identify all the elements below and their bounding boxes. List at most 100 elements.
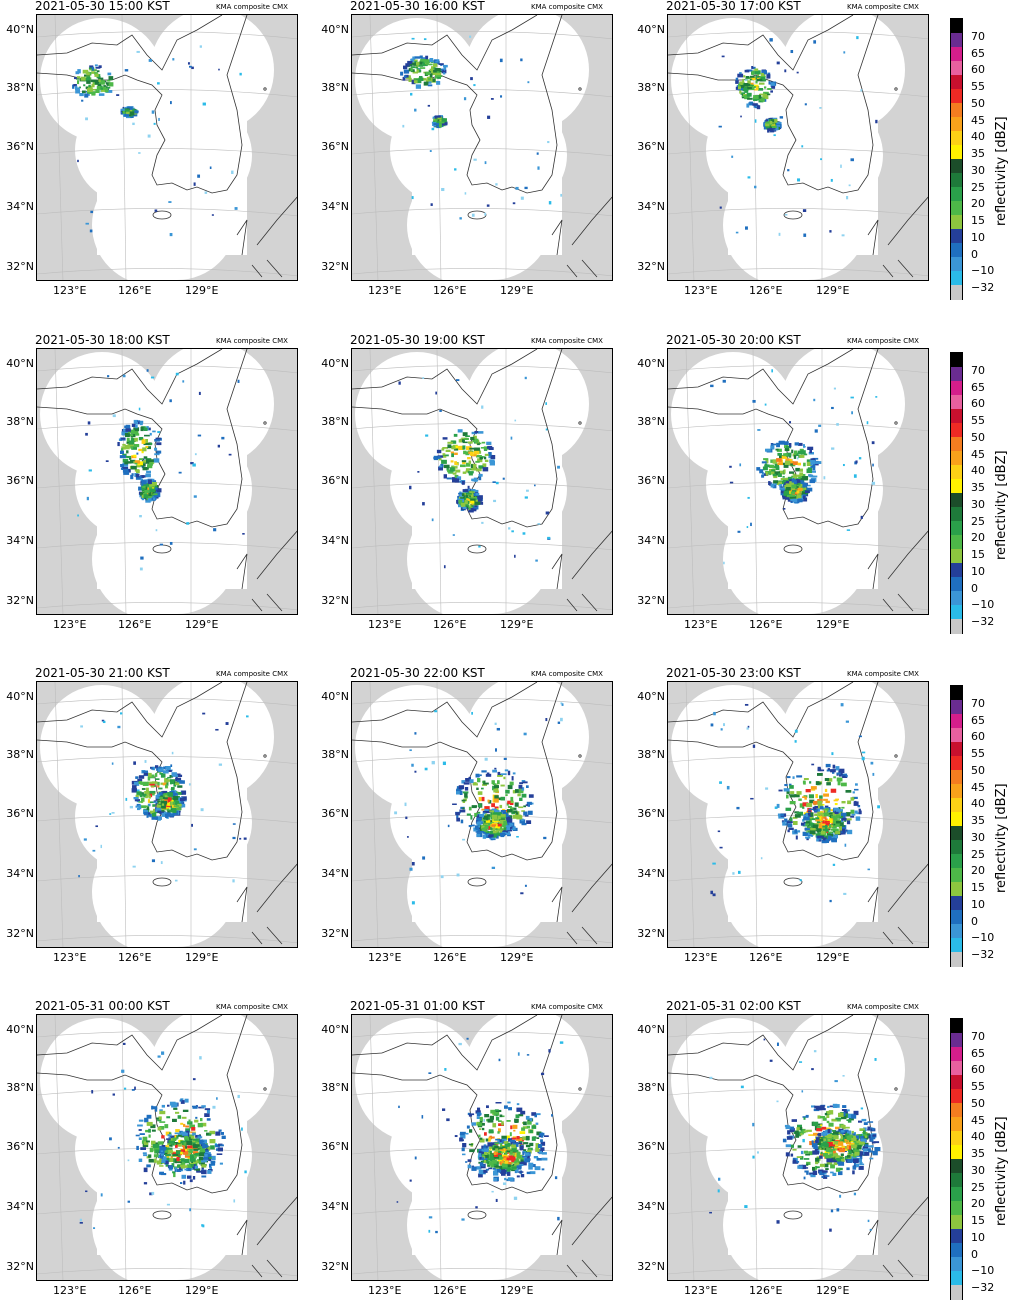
radar-echoes: [718, 36, 878, 237]
panel-source-label: KMA composite CMX: [531, 337, 603, 345]
colorbar-tick-label: −32: [971, 615, 995, 629]
colorbar-tick-label: 45: [971, 447, 985, 461]
colorbar-label: reflectivity [dBZ]: [994, 1116, 1009, 1226]
colorbar-label: reflectivity [dBZ]: [994, 450, 1009, 560]
radar-map: [352, 15, 612, 280]
latitude-tick-label: 36°N: [321, 140, 349, 153]
colorbar-segment: [951, 910, 962, 925]
latitude-tick-label: 40°N: [6, 23, 34, 36]
colorbar-tick-label: 70: [971, 1029, 985, 1043]
latitude-tick-label: 32°N: [637, 260, 665, 273]
colorbar-segment: [951, 257, 962, 272]
coastline: [668, 15, 928, 278]
colorbar-segment: [951, 493, 962, 508]
radar-echoes: [77, 369, 245, 571]
radar-echoes: [396, 1037, 564, 1234]
colorbar-tick-label: 40: [971, 797, 985, 811]
radar-echoes: [709, 1038, 881, 1232]
colorbar-segment: [951, 423, 962, 438]
colorbar-segment: [951, 409, 962, 424]
latitude-tick-label: 36°N: [637, 1140, 665, 1153]
latitude-tick-label: 40°N: [321, 357, 349, 370]
longitude-tick-label: 126°E: [118, 951, 152, 964]
latitude-tick-label: 32°N: [6, 927, 34, 940]
latitude-tick-label: 36°N: [321, 807, 349, 820]
panel-source-label: KMA composite CMX: [216, 337, 288, 345]
latitude-tick-label: 36°N: [321, 474, 349, 487]
latitude-tick-label: 34°N: [321, 867, 349, 880]
panel-source-label: KMA composite CMX: [847, 1003, 919, 1011]
colorbar-segment: [951, 605, 962, 620]
colorbar-tick-label: 10: [971, 564, 985, 578]
colorbar-tick-label: 30: [971, 1163, 985, 1177]
graticule: [37, 15, 297, 280]
panel-title: 2021-05-30 21:00 KST: [35, 666, 170, 680]
radar-coverage-area: [355, 15, 589, 280]
colorbar-segment: [951, 812, 962, 827]
colorbar-tick-label: 65: [971, 46, 985, 60]
colorbar-label: reflectivity [dBZ]: [994, 783, 1009, 893]
longitude-tick-label: 123°E: [368, 618, 402, 631]
colorbar-segment: [951, 1257, 962, 1272]
longitude-tick-label: 129°E: [816, 951, 850, 964]
panel-title: 2021-05-30 16:00 KST: [350, 0, 485, 13]
radar-map: [352, 682, 612, 947]
colorbar-segment: [951, 1019, 962, 1034]
panel-title: 2021-05-31 02:00 KST: [666, 999, 801, 1013]
latitude-tick-label: 34°N: [321, 200, 349, 213]
longitude-tick-label: 123°E: [53, 951, 87, 964]
colorbar-segment: [951, 131, 962, 146]
colorbar-segment: [951, 173, 962, 188]
panel-title: 2021-05-31 00:00 KST: [35, 999, 170, 1013]
panel-title: 2021-05-30 22:00 KST: [350, 666, 485, 680]
colorbar-tick-label: 30: [971, 830, 985, 844]
longitude-tick-label: 129°E: [500, 284, 534, 297]
coastline: [37, 349, 297, 612]
radar-echoes: [398, 376, 560, 569]
latitude-tick-label: 36°N: [637, 474, 665, 487]
colorbar-segment: [951, 742, 962, 757]
colorbar-segment: [951, 117, 962, 132]
colorbar-segment: [951, 521, 962, 536]
radar-map-panel: [667, 1014, 929, 1281]
longitude-tick-label: 123°E: [53, 618, 87, 631]
longitude-tick-label: 126°E: [118, 284, 152, 297]
colorbar-tick-label: 20: [971, 531, 985, 545]
colorbar-tick-label: 35: [971, 814, 985, 828]
colorbar-tick-label: 10: [971, 230, 985, 244]
colorbar-tick-label: 15: [971, 1214, 985, 1228]
colorbar-segment: [951, 1131, 962, 1146]
colorbar-tick-label: 55: [971, 414, 985, 428]
latitude-tick-label: 34°N: [637, 534, 665, 547]
radar-map-panel: [36, 681, 298, 948]
latitude-tick-label: 36°N: [6, 1140, 34, 1153]
colorbar-tick-label: 20: [971, 197, 985, 211]
graticule: [668, 15, 928, 280]
colorbar-tick-label: 25: [971, 514, 985, 528]
latitude-tick-label: 38°N: [6, 415, 34, 428]
colorbar-tick-label: 45: [971, 780, 985, 794]
latitude-tick-label: 38°N: [321, 1081, 349, 1094]
radar-coverage-area: [355, 682, 589, 947]
colorbar-segment: [951, 75, 962, 90]
latitude-tick-label: 38°N: [6, 1081, 34, 1094]
latitude-tick-label: 34°N: [637, 200, 665, 213]
radar-echoes: [400, 35, 563, 220]
colorbar-tick-label: 10: [971, 1230, 985, 1244]
latitude-tick-label: 40°N: [637, 1023, 665, 1036]
latitude-tick-label: 34°N: [321, 534, 349, 547]
latitude-tick-label: 40°N: [6, 1023, 34, 1036]
colorbar-segment: [951, 938, 962, 953]
colorbar-segment: [951, 451, 962, 466]
colorbar: [950, 685, 963, 967]
coastline: [668, 1015, 928, 1278]
radar-map: [668, 1015, 928, 1280]
longitude-tick-label: 123°E: [368, 1284, 402, 1297]
panel-title: 2021-05-30 18:00 KST: [35, 333, 170, 347]
longitude-tick-label: 123°E: [368, 951, 402, 964]
colorbar-segment: [951, 61, 962, 76]
panel-source-label: KMA composite CMX: [216, 670, 288, 678]
colorbar-segment: [951, 271, 962, 286]
colorbar-segment: [951, 1243, 962, 1258]
colorbar-segment: [951, 353, 962, 368]
